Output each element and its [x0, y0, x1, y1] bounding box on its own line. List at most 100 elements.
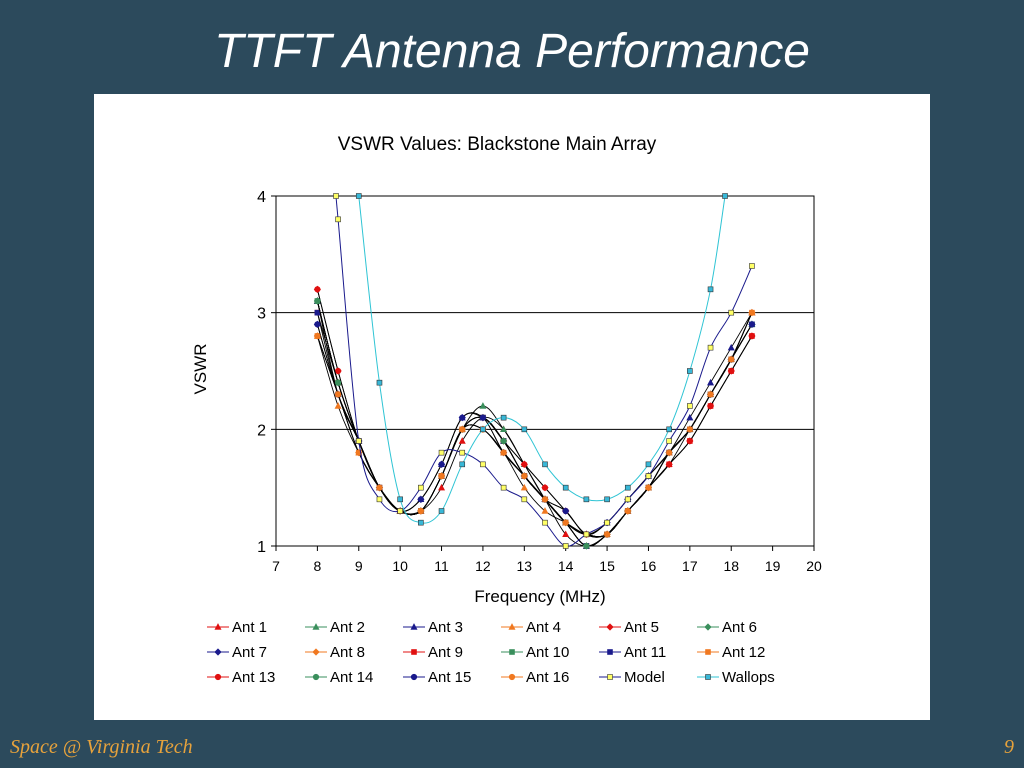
- legend-swatch-ant-3: [403, 623, 425, 630]
- data-point-model: [666, 438, 672, 444]
- legend-item-ant-1: Ant 1: [206, 618, 304, 636]
- x-tick-label: 17: [682, 558, 698, 574]
- data-point-ant-15: [459, 414, 466, 421]
- legend-marker: [410, 673, 418, 681]
- data-point-ant-15: [438, 461, 445, 468]
- data-point-model: [749, 263, 755, 269]
- data-point-model: [355, 438, 362, 444]
- data-point-ant-2: [500, 425, 508, 433]
- legend-marker: [705, 649, 711, 655]
- legend-label: Ant 13: [232, 668, 276, 686]
- legend-marker: [214, 623, 222, 630]
- legend-marker: [312, 623, 320, 630]
- legend-label: Ant 9: [428, 643, 464, 661]
- data-point-model: [521, 496, 528, 503]
- legend-swatch-ant-1: [207, 623, 229, 630]
- vswr-chart: VSWR Values: Blackstone Main Array Frequ…: [191, 134, 822, 606]
- legend-swatch-ant-12: [697, 649, 719, 655]
- data-point-ant-16: [686, 426, 693, 433]
- x-tick-label: 15: [599, 558, 615, 574]
- x-tick-label: 10: [392, 558, 408, 574]
- legend-marker: [704, 623, 712, 631]
- legend-item-ant-15: Ant 15: [402, 668, 500, 686]
- legend-marker: [214, 673, 222, 681]
- data-point-model: [707, 344, 714, 351]
- x-axis-label: Frequency (MHz): [474, 587, 605, 606]
- legend-swatch-ant-8: [305, 648, 327, 656]
- data-point-wallops: [500, 414, 507, 421]
- data-point-ant-1: [458, 437, 466, 444]
- data-point-model: [624, 496, 631, 503]
- data-point-ant-16: [459, 426, 466, 433]
- data-point-ant-16: [521, 472, 528, 480]
- legend-marker: [312, 673, 320, 681]
- legend-marker: [606, 623, 614, 631]
- legend-item-ant-5: Ant 5: [598, 618, 696, 636]
- legend-label: Ant 10: [526, 643, 570, 661]
- legend-label: Ant 6: [722, 618, 758, 636]
- data-point-wallops: [459, 461, 466, 468]
- legend-swatch-ant-15: [403, 673, 425, 681]
- legend-swatch-ant-7: [207, 648, 229, 656]
- legend-item-ant-9: Ant 9: [402, 643, 500, 661]
- data-point-ant-13: [748, 332, 756, 340]
- data-point-model: [333, 193, 339, 199]
- legend-label: Model: [624, 668, 665, 686]
- data-point-model: [480, 461, 486, 468]
- data-point-ant-1: [438, 483, 446, 491]
- legend-item-ant-2: Ant 2: [304, 618, 402, 636]
- x-tick-label: 19: [765, 558, 781, 574]
- data-point-wallops: [666, 426, 672, 433]
- y-tick-label: 3: [257, 306, 266, 323]
- data-point-ant-16: [728, 356, 735, 363]
- legend-label: Ant 5: [624, 618, 660, 636]
- legend-swatch-ant-2: [305, 623, 327, 630]
- data-point-ant-4: [520, 483, 528, 491]
- data-point-ant-14: [500, 437, 507, 445]
- legend: Ant 1 Ant 2 Ant 3 Ant 4 Ant 5 Ant 6 Ant 7 Ant 8…: [206, 618, 826, 686]
- data-point-model: [687, 403, 693, 409]
- data-point-ant-15: [417, 496, 424, 503]
- data-point-model: [728, 309, 735, 316]
- data-point-model: [418, 484, 424, 491]
- legend-swatch-ant-4: [501, 623, 523, 630]
- data-point-wallops: [722, 193, 728, 199]
- data-point-model: [604, 519, 610, 526]
- legend-marker: [508, 673, 516, 681]
- y-tick-label: 4: [257, 189, 266, 206]
- data-point-wallops: [624, 484, 631, 491]
- legend-label: Ant 11: [624, 643, 667, 661]
- series-line-ant-8: [316, 312, 753, 538]
- data-point-wallops: [355, 193, 362, 199]
- data-point-ant-13: [686, 437, 693, 445]
- legend-item-ant-12: Ant 12: [696, 643, 794, 661]
- legend-label: Ant 7: [232, 643, 268, 661]
- data-point-wallops: [562, 484, 569, 491]
- data-point-wallops: [480, 426, 486, 433]
- legend-marker: [411, 649, 417, 655]
- data-point-model: [645, 473, 652, 479]
- legend-item-ant-8: Ant 8: [304, 643, 402, 661]
- legend-item-ant-14: Ant 14: [304, 668, 402, 686]
- footer-org: Space @ Virginia Tech: [10, 736, 193, 758]
- data-point-wallops: [542, 461, 548, 468]
- chart-title: VSWR Values: Blackstone Main Array: [338, 134, 657, 155]
- legend-item-ant-7: Ant 7: [206, 643, 304, 661]
- legend-marker: [705, 674, 711, 680]
- y-axis-label: VSWR: [191, 344, 210, 395]
- legend-item-ant-11: Ant 11: [598, 643, 696, 661]
- data-point-ant-16: [334, 391, 342, 398]
- legend-swatch-ant-10: [501, 649, 523, 655]
- data-point-ant-15: [562, 507, 569, 515]
- legend-marker: [607, 649, 613, 655]
- data-point-wallops: [583, 496, 590, 503]
- legend-label: Ant 15: [428, 668, 472, 686]
- x-tick-label: 16: [641, 558, 657, 574]
- data-point-wallops: [604, 496, 610, 503]
- data-point-ant-16: [438, 472, 445, 480]
- data-point-wallops: [687, 368, 693, 374]
- data-point-ant-16: [500, 449, 507, 456]
- y-tick-label: 1: [257, 539, 266, 556]
- data-point-ant-4: [334, 402, 342, 409]
- legend-marker: [312, 648, 320, 656]
